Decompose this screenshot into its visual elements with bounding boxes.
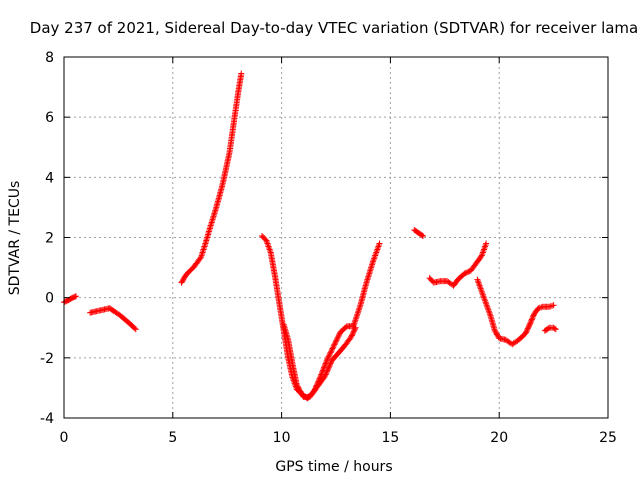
data-point [323, 368, 330, 375]
data-point [334, 336, 341, 342]
x-axis: 0 5 10 15 20 25 [60, 57, 617, 446]
data-point [132, 326, 139, 333]
data-point [324, 355, 331, 361]
y-tick-label: 2 [45, 231, 54, 247]
data-point [464, 269, 470, 276]
data-point [461, 270, 468, 277]
data-point [352, 326, 358, 332]
data-point [330, 344, 337, 351]
y-axis-label: SDTVAR / TECUs [7, 181, 23, 296]
data-point [462, 270, 469, 276]
x-tick-label: 25 [599, 430, 617, 446]
data-point [522, 330, 529, 337]
data-point [527, 320, 534, 327]
data-point [298, 389, 305, 396]
data-point [327, 360, 334, 367]
grid-lines [64, 57, 608, 418]
data-point [335, 333, 342, 340]
x-tick-label: 10 [273, 430, 291, 446]
data-point [326, 361, 333, 368]
data-point [332, 340, 339, 347]
data-point [328, 346, 335, 353]
x-tick-label: 5 [168, 430, 177, 446]
data-point [324, 367, 331, 374]
data-point [525, 324, 532, 331]
y-tick-label: -4 [40, 411, 54, 427]
data-point [297, 388, 304, 395]
data-point [528, 316, 535, 323]
data-point [526, 323, 532, 329]
data-point [197, 255, 204, 262]
y-tick-label: -2 [40, 351, 54, 367]
data-point [326, 350, 333, 357]
data-point [323, 370, 330, 377]
data-point [238, 70, 245, 77]
data-point [529, 313, 536, 320]
data-point [131, 325, 138, 332]
data-point [330, 342, 337, 349]
y-tick-label: 8 [45, 50, 54, 66]
data-point [324, 356, 331, 363]
data-point [552, 326, 559, 333]
data-point [334, 334, 341, 341]
data-point [326, 363, 333, 370]
data-point [325, 364, 332, 371]
data-point [322, 371, 329, 378]
y-tick-label: 6 [45, 110, 54, 126]
data-points [61, 70, 559, 402]
data-point [419, 232, 425, 239]
data-point [524, 326, 531, 333]
data-point [348, 332, 355, 339]
data-point [328, 348, 335, 355]
x-tick-label: 0 [60, 430, 69, 446]
data-point [477, 253, 484, 260]
data-point [420, 233, 426, 239]
y-tick-label: 4 [45, 170, 54, 186]
y-axis: -4 -2 0 2 4 6 8 [40, 50, 608, 427]
data-point [326, 352, 333, 359]
data-point [350, 328, 357, 335]
data-point [333, 337, 340, 344]
data-point [325, 366, 332, 372]
x-tick-label: 20 [490, 430, 508, 446]
data-point [352, 324, 359, 331]
data-point [350, 329, 357, 336]
data-point [294, 383, 301, 390]
x-axis-label: GPS time / hours [275, 459, 392, 475]
data-point [483, 240, 490, 247]
data-point [349, 331, 356, 338]
data-point [522, 329, 529, 336]
data-point [465, 268, 472, 275]
x-tick-label: 15 [381, 430, 399, 446]
chart-title: Day 237 of 2021, Sidereal Day-to-day VTE… [30, 19, 638, 37]
data-point [295, 384, 302, 391]
data-point [332, 338, 339, 345]
data-point [327, 349, 334, 356]
data-point [376, 240, 383, 247]
data-point [336, 332, 342, 338]
data-point [331, 341, 338, 348]
data-point [325, 353, 332, 360]
y-tick-label: 0 [45, 291, 54, 307]
data-point [551, 325, 558, 332]
data-point [550, 302, 557, 309]
data-point [73, 293, 79, 300]
data-point [524, 325, 531, 332]
data-point [523, 328, 530, 335]
data-point [322, 372, 329, 379]
data-point [348, 333, 355, 340]
data-point [329, 345, 336, 352]
